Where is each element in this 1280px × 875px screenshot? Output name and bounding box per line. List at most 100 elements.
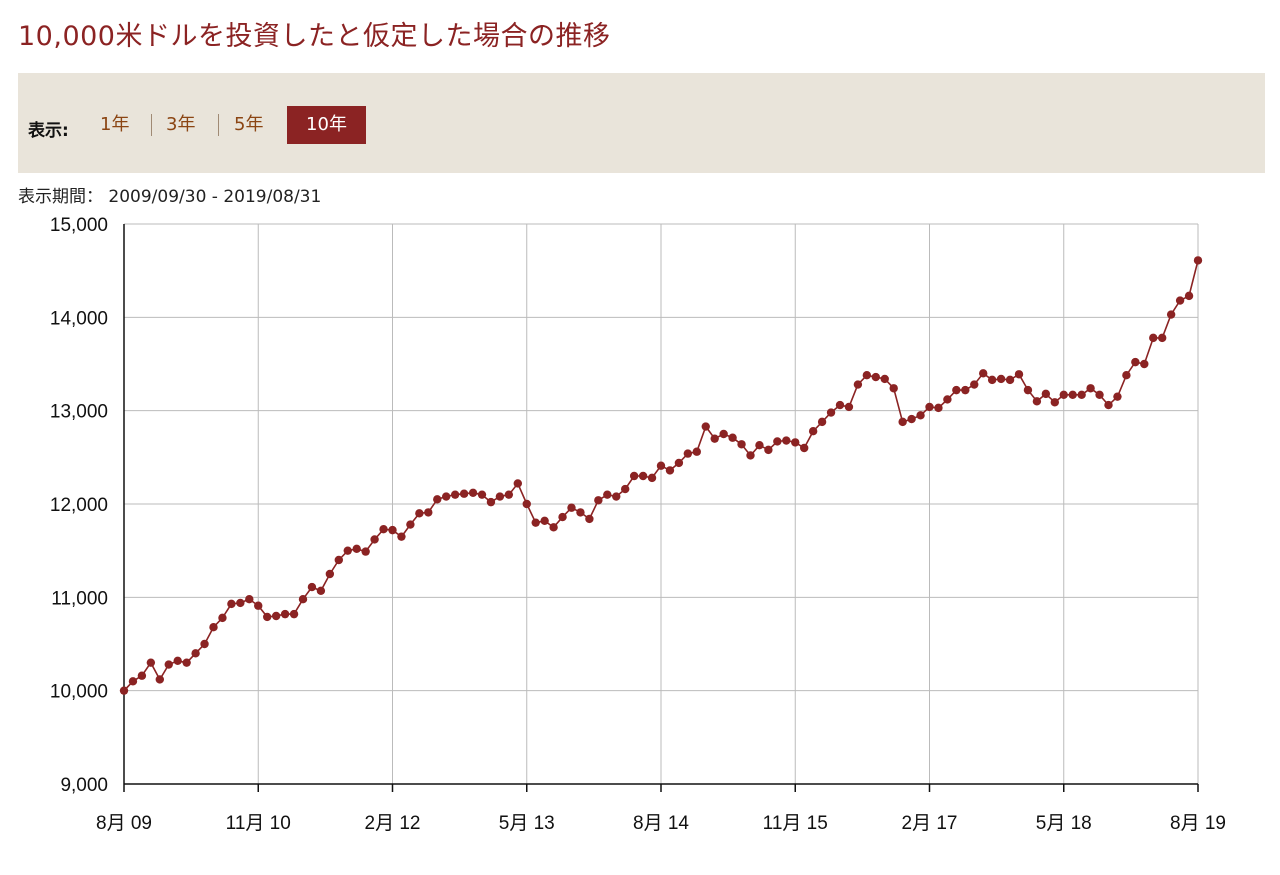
- data-point: [943, 395, 952, 404]
- y-tick-label: 10,000: [50, 682, 108, 703]
- data-point: [549, 523, 558, 532]
- data-point: [155, 675, 164, 684]
- data-point: [782, 436, 791, 445]
- data-point: [1140, 359, 1149, 369]
- data-point: [898, 417, 907, 427]
- data-point: [987, 375, 997, 385]
- x-tick-label: 8月 09: [96, 813, 152, 834]
- data-point: [594, 496, 603, 505]
- data-point: [531, 518, 540, 527]
- data-point: [683, 449, 693, 458]
- data-point: [370, 535, 379, 544]
- data-point: [540, 516, 549, 525]
- data-point: [459, 489, 469, 498]
- data-point: [1149, 333, 1158, 343]
- data-point: [522, 499, 531, 509]
- data-point: [701, 422, 710, 431]
- data-point: [271, 611, 281, 621]
- data-point: [424, 508, 433, 517]
- data-point: [245, 595, 254, 604]
- period-separator: [151, 114, 152, 136]
- data-point: [1077, 390, 1086, 399]
- data-point: [853, 380, 863, 389]
- data-point: [316, 586, 326, 595]
- y-tick-label: 15,000: [50, 215, 108, 236]
- data-point: [119, 686, 129, 695]
- data-point: [746, 451, 755, 460]
- data-point: [495, 492, 505, 501]
- data-point: [737, 440, 746, 449]
- data-point: [1104, 400, 1113, 410]
- x-tick-label: 11月 15: [763, 813, 828, 834]
- x-tick-label: 8月 19: [1170, 813, 1226, 834]
- data-point: [1023, 385, 1033, 395]
- data-point: [817, 417, 827, 427]
- data-point: [1193, 256, 1203, 265]
- period-3y-button[interactable]: 3年: [166, 114, 196, 135]
- data-point: [289, 609, 299, 619]
- data-point: [415, 509, 424, 518]
- data-point: [585, 514, 594, 524]
- data-point: [576, 508, 585, 517]
- data-point: [1166, 310, 1176, 319]
- data-point: [800, 443, 809, 453]
- display-range-label: 表示期間：: [18, 187, 103, 207]
- data-point: [1014, 370, 1024, 379]
- data-point: [656, 461, 666, 470]
- data-point: [1005, 375, 1015, 385]
- data-point: [486, 497, 496, 507]
- data-point: [979, 369, 988, 378]
- period-separator: [218, 114, 219, 136]
- data-point: [442, 492, 451, 501]
- period-5y-button[interactable]: 5年: [234, 114, 264, 135]
- data-point: [612, 492, 621, 501]
- data-point: [925, 402, 934, 412]
- data-point: [164, 660, 173, 669]
- data-point: [236, 598, 245, 608]
- period-10y-button[interactable]: 10年: [287, 106, 366, 144]
- y-tick-label: 14,000: [50, 308, 108, 329]
- data-point: [433, 495, 442, 504]
- data-point: [603, 490, 612, 499]
- data-point: [254, 601, 263, 610]
- data-point: [826, 408, 836, 417]
- data-point: [307, 582, 317, 592]
- x-tick-label: 5月 18: [1036, 813, 1092, 834]
- data-point: [934, 403, 943, 413]
- data-point: [907, 414, 916, 424]
- data-point: [388, 525, 397, 535]
- data-point: [173, 656, 182, 665]
- data-point: [1113, 392, 1122, 401]
- x-tick-label: 8月 14: [633, 813, 689, 834]
- display-range: 表示期間： 2009/09/30 - 2019/08/31: [18, 182, 321, 207]
- data-point: [352, 544, 361, 553]
- data-point: [1131, 357, 1140, 367]
- y-tick-label: 12,000: [50, 495, 108, 516]
- data-point: [665, 466, 675, 475]
- data-point: [1059, 390, 1068, 399]
- data-point: [379, 525, 388, 534]
- period-1y-button[interactable]: 1年: [100, 114, 130, 135]
- data-point: [728, 433, 737, 442]
- data-point: [755, 441, 764, 450]
- data-point: [146, 658, 156, 667]
- x-tick-label: 5月 13: [499, 813, 555, 834]
- data-point: [450, 490, 460, 499]
- data-point: [952, 385, 961, 395]
- data-point: [1095, 390, 1104, 399]
- data-point: [280, 609, 290, 619]
- y-tick-label: 13,000: [50, 402, 108, 423]
- y-tick-label: 11,000: [51, 588, 108, 609]
- data-point: [191, 649, 200, 658]
- data-point: [406, 520, 415, 529]
- data-point: [325, 569, 335, 579]
- data-point: [1122, 371, 1131, 380]
- data-point: [137, 671, 147, 680]
- data-point: [1086, 384, 1095, 393]
- data-point: [209, 623, 218, 632]
- data-point: [880, 374, 889, 384]
- data-point: [638, 471, 648, 481]
- data-point: [1175, 296, 1185, 305]
- data-point: [970, 380, 979, 389]
